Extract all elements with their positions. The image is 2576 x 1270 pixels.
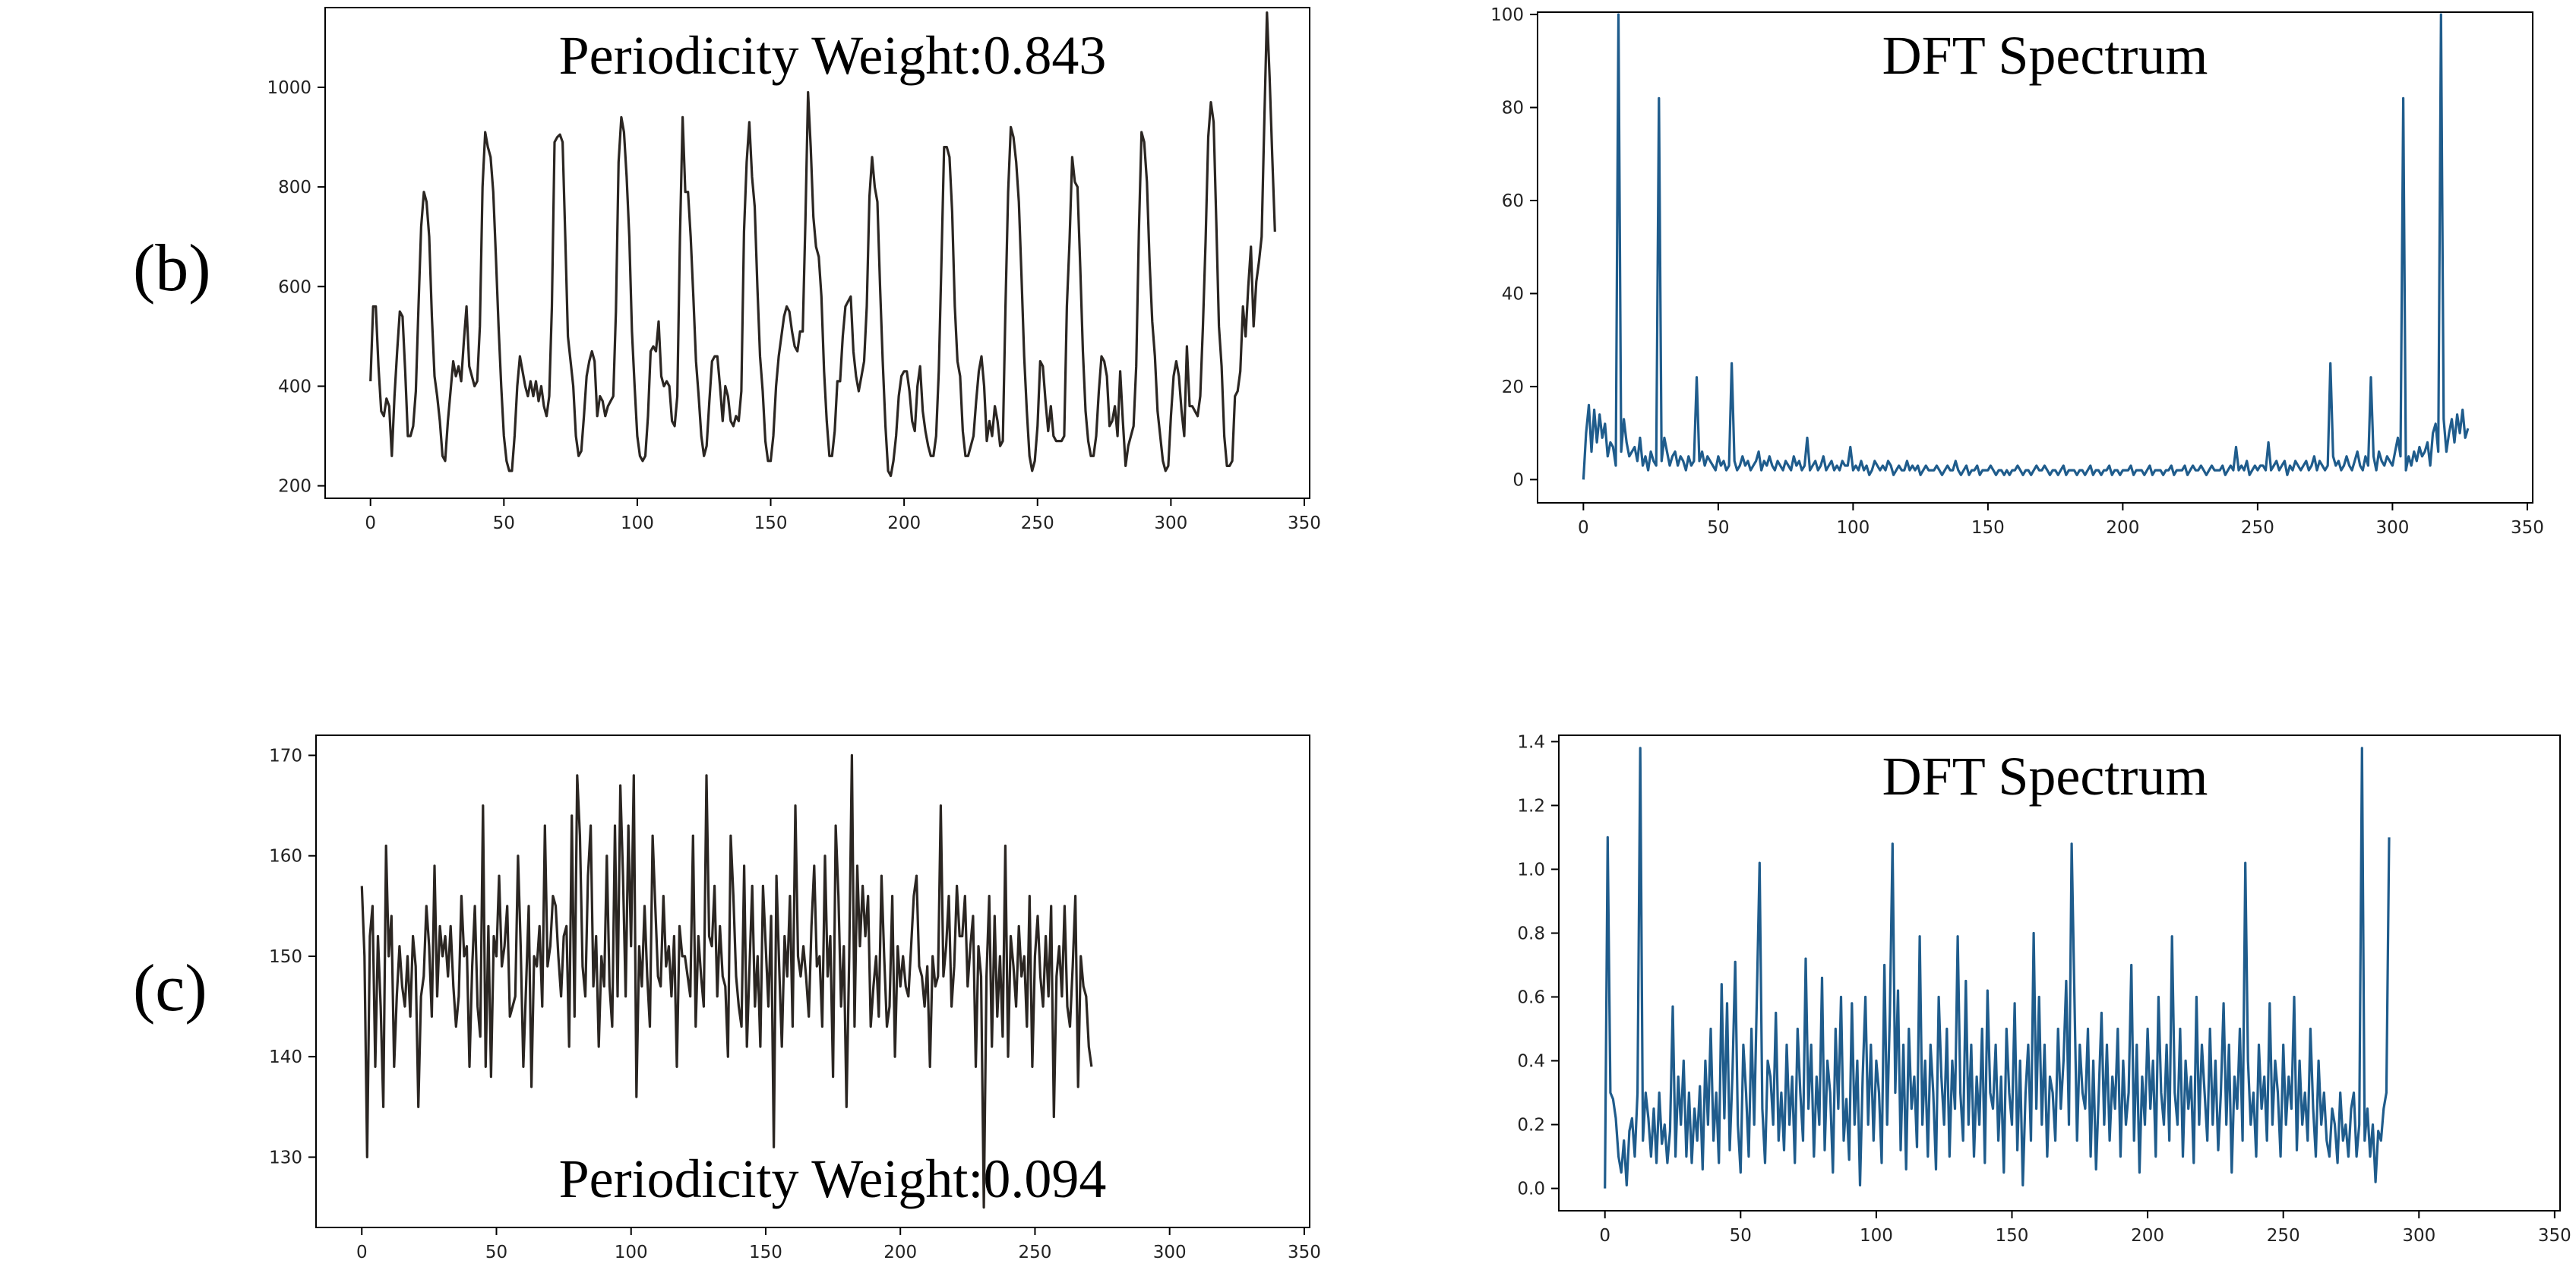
series-line xyxy=(369,11,1276,478)
x-tick-label: 0 xyxy=(1578,518,1589,538)
x-tick-label: 50 xyxy=(493,513,515,533)
x-tick-label: 0 xyxy=(1599,1226,1610,1246)
y-tick-label: 80 xyxy=(1502,99,1524,118)
y-tick-label: 1.2 xyxy=(1517,796,1545,816)
x-tick-label: 100 xyxy=(621,513,654,533)
y-tick-label: 140 xyxy=(269,1047,302,1067)
x-tick-label: 250 xyxy=(2241,518,2274,538)
plot-frame xyxy=(1558,735,2561,1212)
y-tick-label: 40 xyxy=(1502,284,1524,304)
x-tick-label: 300 xyxy=(2402,1226,2435,1246)
x-tick-label: 150 xyxy=(749,1243,782,1262)
plot-title: DFT Spectrum xyxy=(1882,25,2208,86)
plot-title: Periodicity Weight:0.843 xyxy=(559,25,1107,86)
plot-title: DFT Spectrum xyxy=(1882,746,2208,807)
plot-frame xyxy=(324,7,1310,499)
chart-periodicity-c: 0 50 100 150 200 250 300 350 130 140 150 160 170 Peri… xyxy=(269,735,1321,1262)
x-tick-label: 100 xyxy=(1860,1226,1893,1246)
y-tick-label: 200 xyxy=(278,477,311,497)
x-tick-label: 150 xyxy=(1996,1226,2029,1246)
y-tick-label: 1000 xyxy=(267,78,311,98)
y-tick-label: 150 xyxy=(269,947,302,967)
y-tick-label: 100 xyxy=(1490,5,1524,25)
y-tick-label: 160 xyxy=(269,847,302,867)
chart-periodicity-b: 0 50 100 150 200 250 300 350 200 400 600 800 1000 Per… xyxy=(267,7,1321,533)
series-line xyxy=(360,753,1093,1209)
x-tick-label: 100 xyxy=(1836,518,1870,538)
y-tick-label: 0.4 xyxy=(1517,1052,1545,1072)
series-line xyxy=(1582,13,2470,480)
x-tick-label: 250 xyxy=(1021,513,1054,533)
x-tick-label: 50 xyxy=(485,1243,507,1262)
x-tick-label: 200 xyxy=(2131,1226,2164,1246)
x-tick-label: 300 xyxy=(1154,513,1187,533)
y-tick-label: 0.0 xyxy=(1517,1180,1545,1199)
panel-label-c: (c) xyxy=(133,952,207,1025)
y-tick-label: 1.0 xyxy=(1517,860,1545,880)
y-tick-label: 0 xyxy=(1512,470,1524,490)
x-tick-label: 350 xyxy=(2538,1226,2571,1246)
x-tick-label: 100 xyxy=(615,1243,648,1262)
plot-frame xyxy=(315,735,1310,1228)
x-tick-label: 300 xyxy=(1153,1243,1187,1262)
y-tick-label: 60 xyxy=(1502,191,1524,211)
x-tick-label: 350 xyxy=(2511,518,2544,538)
y-tick-label: 130 xyxy=(269,1148,302,1167)
plot-title: Periodicity Weight:0.094 xyxy=(559,1148,1107,1209)
chart-dft-b: 0 50 100 150 200 250 300 350 0 20 40 60 80 100 DFT Spe… xyxy=(1490,5,2544,538)
x-tick-label: 0 xyxy=(356,1243,368,1262)
x-tick-label: 250 xyxy=(1018,1243,1051,1262)
chart-dft-c: 0 50 100 150 200 250 300 350 0.0 0.2 0.4 0.6 0.8 1.0 1… xyxy=(1517,732,2571,1246)
y-tick-label: 400 xyxy=(278,377,311,396)
x-tick-label: 250 xyxy=(2267,1226,2300,1246)
x-tick-label: 200 xyxy=(2106,518,2139,538)
x-tick-label: 350 xyxy=(1288,1243,1321,1262)
x-tick-label: 350 xyxy=(1288,513,1321,533)
x-tick-label: 50 xyxy=(1707,518,1729,538)
y-tick-label: 800 xyxy=(278,178,311,197)
x-tick-label: 200 xyxy=(887,513,921,533)
panel-label-b: (b) xyxy=(133,232,211,305)
x-tick-label: 150 xyxy=(1971,518,2005,538)
plot-frame xyxy=(1537,11,2533,504)
series-line xyxy=(1604,747,2391,1189)
x-tick-label: 0 xyxy=(365,513,376,533)
y-tick-label: 1.4 xyxy=(1517,732,1545,752)
x-tick-label: 300 xyxy=(2375,518,2409,538)
x-tick-label: 200 xyxy=(883,1243,917,1262)
y-tick-label: 0.2 xyxy=(1517,1116,1545,1136)
y-tick-label: 0.6 xyxy=(1517,988,1545,1008)
y-tick-label: 170 xyxy=(269,746,302,766)
y-tick-label: 20 xyxy=(1502,378,1524,397)
y-tick-label: 0.8 xyxy=(1517,924,1545,943)
x-tick-label: 150 xyxy=(754,513,788,533)
y-tick-label: 600 xyxy=(278,277,311,297)
x-tick-label: 50 xyxy=(1730,1226,1752,1246)
